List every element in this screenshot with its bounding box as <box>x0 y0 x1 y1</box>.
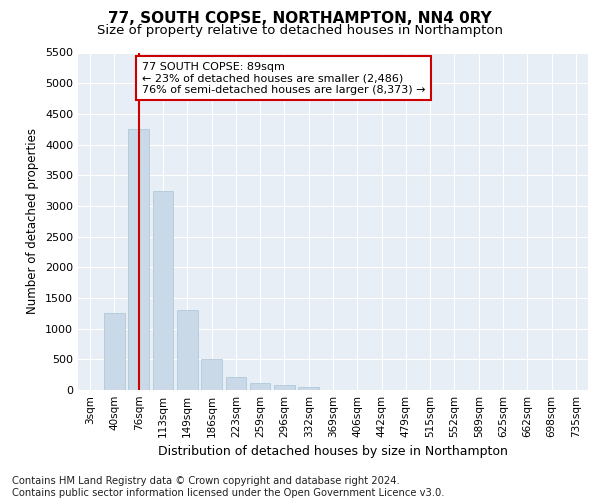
Bar <box>177 310 197 390</box>
Bar <box>128 129 149 390</box>
X-axis label: Distribution of detached houses by size in Northampton: Distribution of detached houses by size … <box>158 446 508 458</box>
Bar <box>274 385 295 390</box>
Bar <box>152 190 173 390</box>
Bar <box>250 383 271 390</box>
Y-axis label: Number of detached properties: Number of detached properties <box>26 128 40 314</box>
Bar <box>226 376 246 390</box>
Bar <box>298 387 319 390</box>
Text: Size of property relative to detached houses in Northampton: Size of property relative to detached ho… <box>97 24 503 37</box>
Bar <box>201 360 222 390</box>
Text: Contains HM Land Registry data © Crown copyright and database right 2024.
Contai: Contains HM Land Registry data © Crown c… <box>12 476 445 498</box>
Text: 77, SOUTH COPSE, NORTHAMPTON, NN4 0RY: 77, SOUTH COPSE, NORTHAMPTON, NN4 0RY <box>108 11 492 26</box>
Text: 77 SOUTH COPSE: 89sqm
← 23% of detached houses are smaller (2,486)
76% of semi-d: 77 SOUTH COPSE: 89sqm ← 23% of detached … <box>142 62 425 95</box>
Bar <box>104 314 125 390</box>
